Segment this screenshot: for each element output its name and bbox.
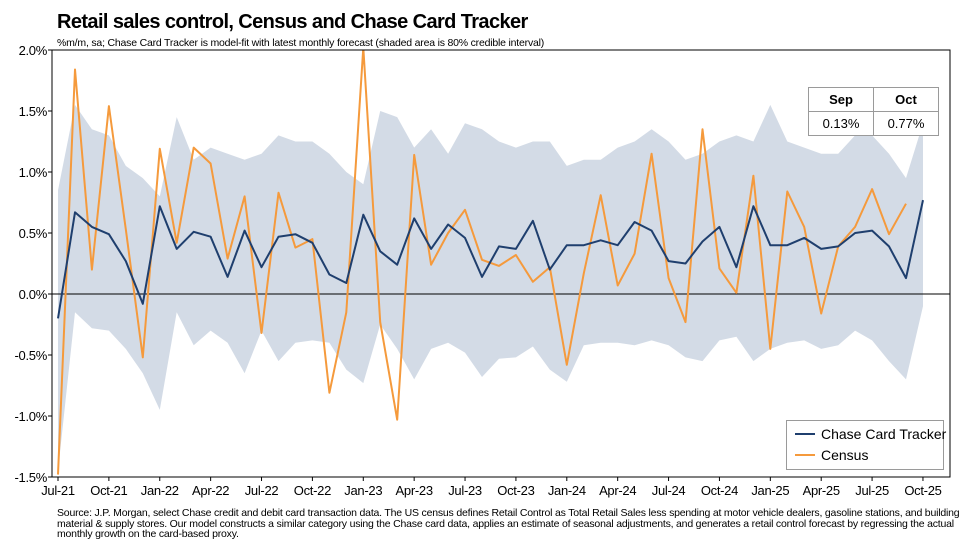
y-tick-label: 0.5%	[19, 226, 48, 241]
chart-subtitle: %m/m, sa; Chase Card Tracker is model-fi…	[57, 37, 545, 49]
forecast-table: Sep Oct 0.13% 0.77%	[808, 87, 939, 136]
forecast-value-sep: 0.13%	[808, 111, 874, 136]
x-tick-label: Oct-21	[90, 483, 127, 498]
x-tick-label: Jan-22	[141, 483, 179, 498]
census-line	[57, 50, 907, 475]
x-tick-label: Jul-24	[652, 483, 686, 498]
legend-item-chase: Chase Card Tracker	[795, 425, 946, 443]
y-tick-label: 0.0%	[19, 287, 48, 302]
legend-label-chase: Chase Card Tracker	[821, 426, 947, 442]
chart-title: Retail sales control, Census and Chase C…	[57, 11, 528, 33]
series-layer	[57, 50, 924, 475]
plot-frame-layer	[51, 49, 951, 478]
x-tick-label: Jul-25	[855, 483, 889, 498]
chart-legend: Chase Card Tracker Census	[786, 420, 946, 470]
y-tick-label: 1.5%	[19, 104, 48, 119]
legend-swatch-chase	[795, 433, 815, 435]
chart-canvas: 2.0% 1.5% 1.0% 0.5% 0.0% -0.5% -1.0% -1.5% Jul-…	[15, 43, 951, 498]
x-tick-label: Oct-24	[701, 483, 738, 498]
x-tick-label: Jul-21	[41, 483, 75, 498]
legend-swatch-census	[795, 454, 815, 456]
x-tick-label: Apr-24	[599, 483, 636, 498]
x-tick-label: Oct-25	[904, 483, 941, 498]
x-tick-label: Jul-22	[245, 483, 279, 498]
forecast-header-sep: Sep	[808, 87, 874, 112]
y-axis-ticks: 2.0% 1.5% 1.0% 0.5% 0.0% -0.5% -1.0% -1.5%	[15, 43, 52, 485]
credible-interval-band	[58, 104, 923, 471]
y-tick-label: 2.0%	[19, 43, 48, 58]
source-note: Source: J.P. Morgan, select Chase credit…	[57, 507, 960, 540]
x-tick-label: Oct-23	[497, 483, 534, 498]
x-tick-label: Jan-23	[344, 483, 382, 498]
x-tick-label: Jul-23	[448, 483, 482, 498]
x-axis-ticks: Jul-21 Oct-21 Jan-22 Apr-22 Jul-22 Oct-22 Jan-…	[41, 477, 942, 498]
y-tick-label: 1.0%	[19, 165, 48, 180]
legend-label-census: Census	[821, 447, 869, 463]
x-tick-label: Apr-22	[192, 483, 229, 498]
plot-frame	[51, 49, 951, 478]
x-tick-label: Apr-23	[396, 483, 433, 498]
x-tick-label: Oct-22	[294, 483, 331, 498]
legend-item-census: Census	[795, 446, 868, 464]
chase-card-tracker-line	[57, 199, 924, 319]
credible-interval-band-layer	[58, 104, 923, 471]
x-tick-label: Apr-25	[803, 483, 840, 498]
y-tick-label: -1.0%	[15, 409, 48, 424]
x-tick-label: Jan-25	[751, 483, 789, 498]
forecast-value-oct: 0.77%	[873, 111, 939, 136]
y-tick-label: -1.5%	[15, 470, 48, 485]
forecast-header-oct: Oct	[873, 87, 939, 112]
x-tick-label: Jan-24	[548, 483, 586, 498]
y-tick-label: -0.5%	[15, 348, 48, 363]
